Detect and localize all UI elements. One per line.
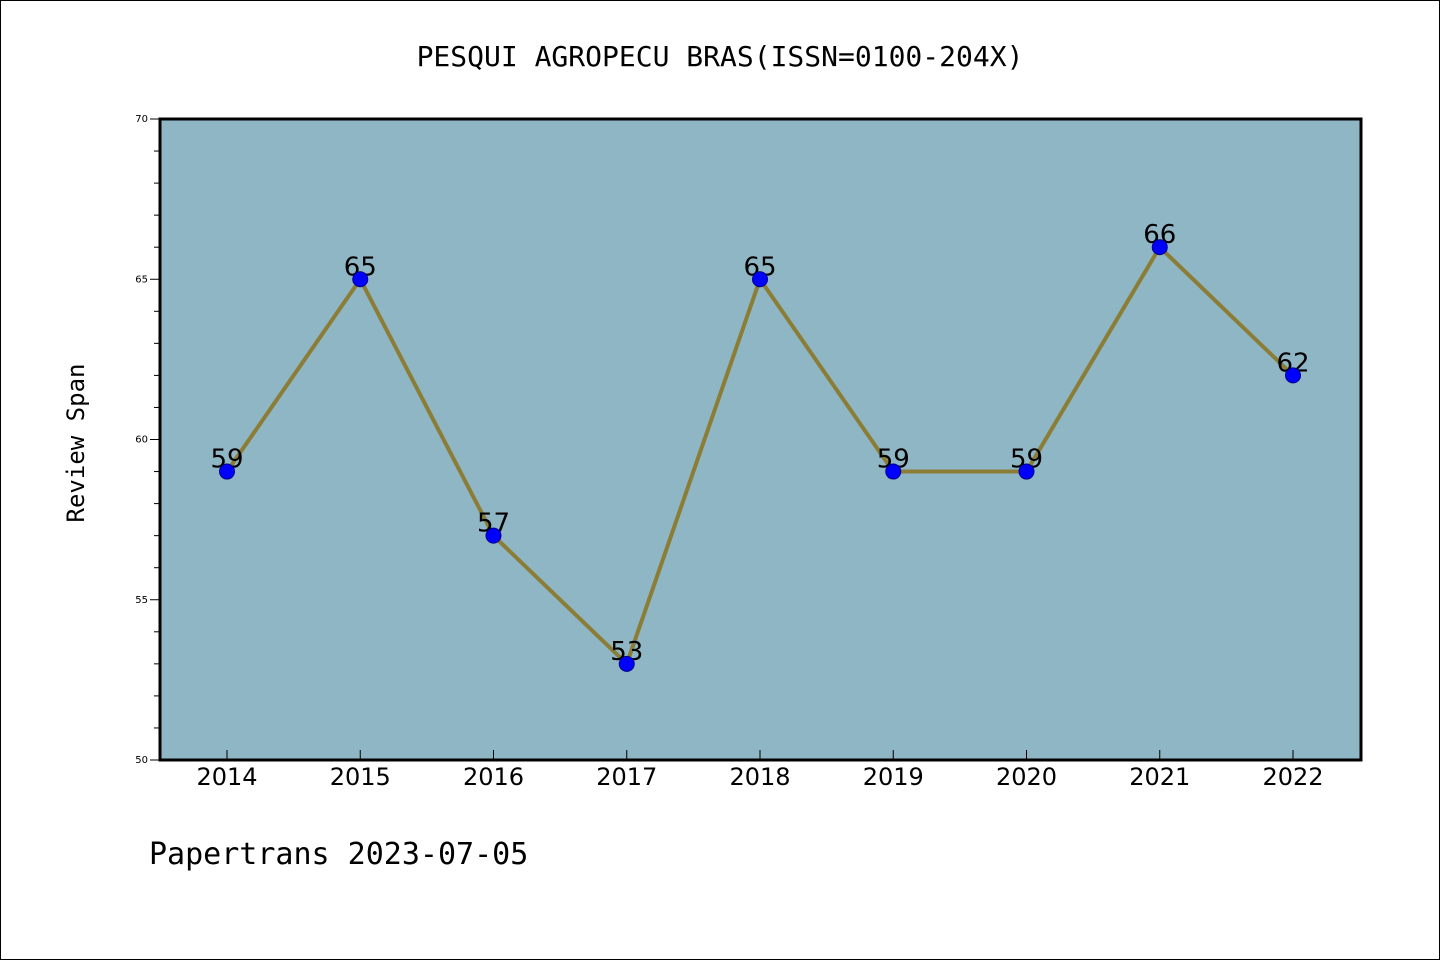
x-tick-label: 2019 (863, 763, 924, 791)
x-axis: 2014 2015 2016 2017 2018 2019 2020 2021 2022 (196, 750, 1324, 791)
data-point (1285, 367, 1301, 384)
y-tick-label: 50 (135, 755, 148, 766)
data-point (618, 655, 635, 672)
x-tick-label: 2016 (463, 763, 524, 791)
data-point (219, 463, 235, 480)
footer-text: Papertrans 2023-07-05 (149, 837, 528, 872)
data-point (752, 271, 768, 288)
y-axis: 50 55 60 65 70 (135, 114, 160, 766)
x-tick-label: 2017 (596, 763, 657, 791)
data-point (485, 527, 502, 544)
data-point (352, 271, 369, 288)
data-point (1151, 239, 1168, 256)
plot-area (160, 119, 1361, 760)
x-tick-label: 2020 (996, 763, 1057, 791)
plot-border (158, 117, 1363, 762)
x-tick-label: 2014 (196, 763, 257, 791)
x-tick-label: 2015 (330, 763, 391, 791)
y-tick-label: 65 (135, 274, 148, 285)
data-point (1018, 463, 1035, 480)
chart-title: PESQUI AGROPECU BRAS(ISSN=0100-204X) (417, 40, 1024, 73)
x-tick-label: 2022 (1262, 763, 1323, 791)
y-tick-label: 70 (135, 114, 148, 125)
data-points (219, 239, 1301, 672)
x-tick-label: 2021 (1129, 763, 1190, 791)
x-tick-label: 2018 (729, 763, 790, 791)
y-tick-label: 55 (135, 595, 148, 606)
y-tick-label: 60 (135, 435, 148, 446)
data-point (885, 463, 902, 480)
y-axis-label: Review Span (62, 364, 90, 523)
